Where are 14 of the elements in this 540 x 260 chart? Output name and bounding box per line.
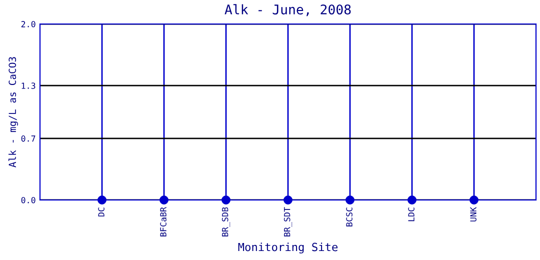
y-tick-label: 2.0 [21, 21, 36, 28]
x-tick-label: BR_SDB [222, 207, 230, 236]
x-tick-label: UNK [470, 206, 476, 222]
x-axis-title: Monitoring Site [238, 242, 338, 254]
y-axis-title: Alk - mg/L as CaCO3 [8, 57, 18, 168]
y-tick-label: 0.7 [21, 135, 36, 142]
x-tick-label: BR_SDT [284, 207, 292, 236]
x-tick-label: BCSC [346, 208, 352, 226]
y-tick-label: 1.3 [22, 82, 36, 89]
x-tick-label: LDC [408, 208, 414, 222]
x-tick-label: DC [98, 208, 104, 216]
chart-title: Alk - June, 2008 [224, 4, 351, 16]
y-tick-label: 0.0 [21, 197, 36, 204]
x-tick-label: BFCaBR [160, 206, 166, 236]
